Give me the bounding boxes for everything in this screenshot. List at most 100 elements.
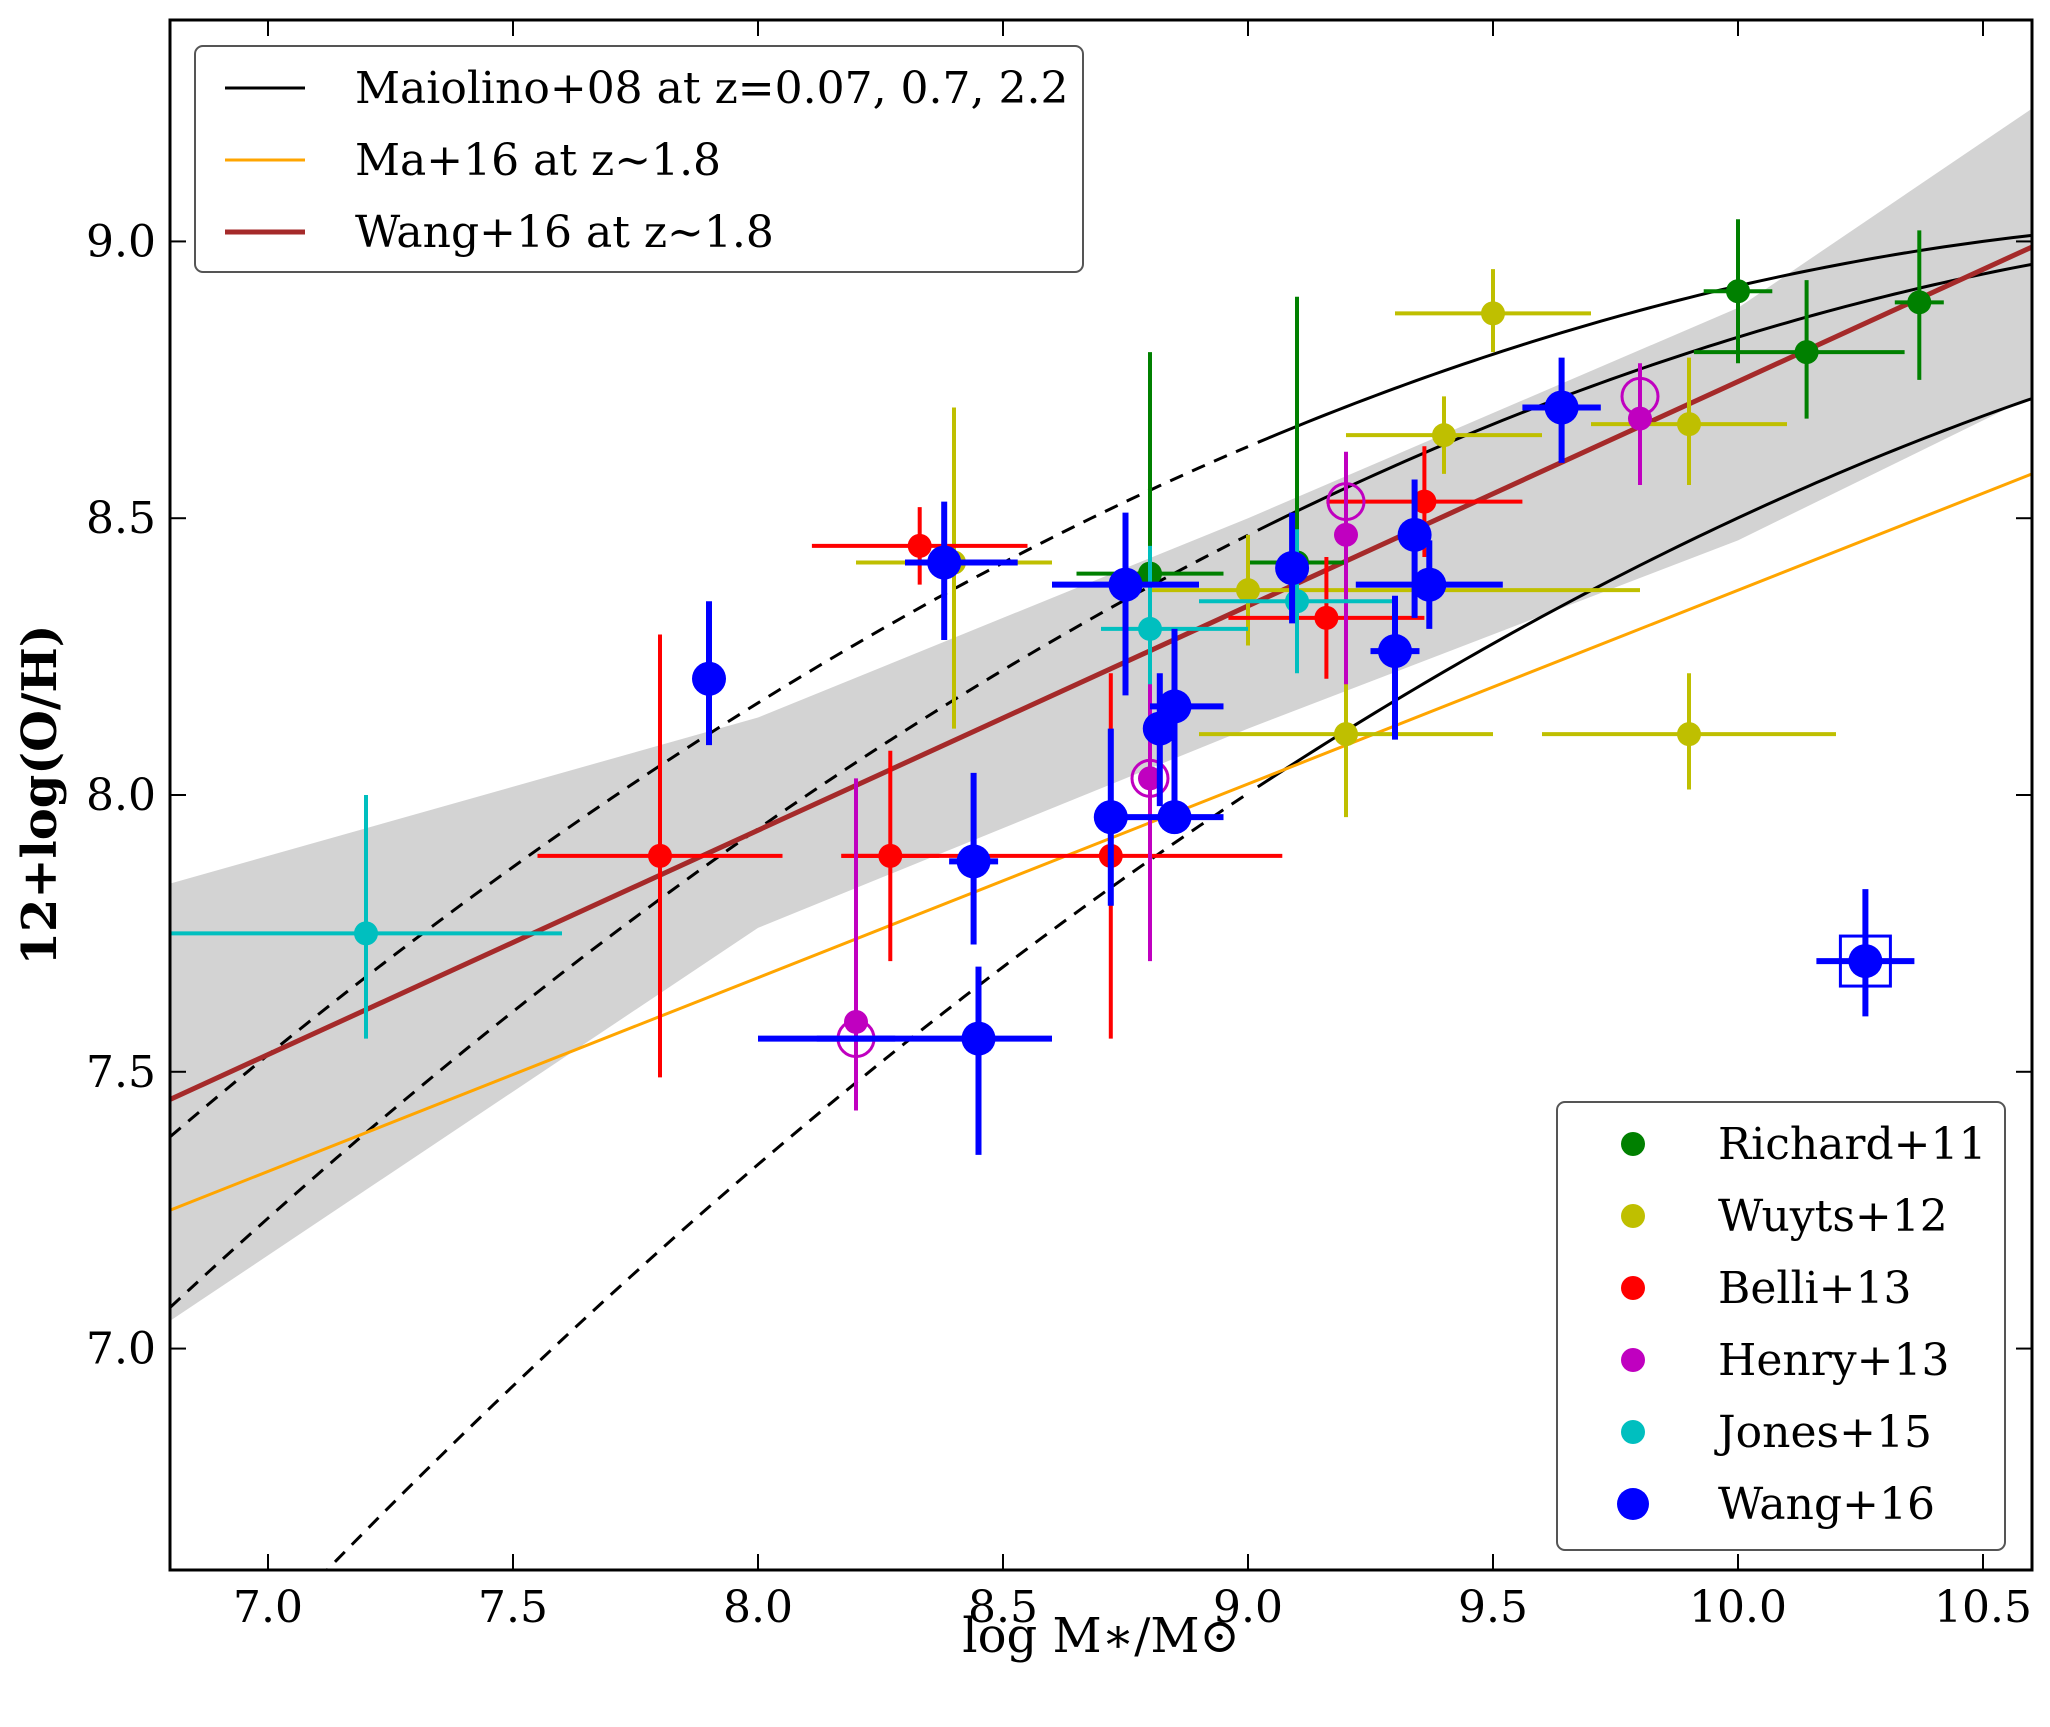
point-legend-swatch [1621, 1348, 1645, 1372]
data-point [1816, 889, 1915, 1017]
point-marker [961, 1021, 996, 1056]
data-point [537, 634, 783, 1078]
open-square-marker [1838, 934, 1892, 988]
point-marker [1157, 689, 1192, 724]
x-tick-label: 8.0 [723, 1582, 793, 1633]
data-point [811, 507, 1028, 585]
point-marker [1236, 578, 1260, 603]
maiolino08-line-dashed [324, 792, 1249, 1570]
point-legend-label: Belli+13 [1718, 1263, 1911, 1314]
data-point [1542, 673, 1836, 790]
data-point [1346, 396, 1542, 474]
point-marker [1275, 551, 1310, 586]
data-point [1228, 556, 1425, 679]
point-marker [1544, 390, 1579, 425]
point-marker [1138, 616, 1162, 641]
data-point [1093, 728, 1128, 906]
point-legend-swatch [1621, 1276, 1645, 1300]
line-legend-frame [194, 45, 1084, 273]
point-marker [1481, 301, 1505, 326]
point-marker [1848, 944, 1883, 979]
point-marker [1907, 290, 1932, 315]
open-circle-marker [1326, 482, 1366, 522]
data-point [1693, 280, 1905, 419]
point-legend-swatch [1621, 1204, 1645, 1228]
data-point [949, 772, 999, 945]
data-point [1130, 758, 1170, 798]
data-point [1150, 628, 1224, 818]
point-marker [1794, 340, 1819, 365]
point-legend-swatch [1621, 1132, 1645, 1156]
point-marker [1334, 722, 1358, 747]
axis-ticks: 7.0 7.5 8.0 8.5 9.0 9.5 10.0 10.5 7.0 7.5 8.0 8.5 9.… [86, 20, 2032, 1633]
line-legend-label: Wang+16 at z∼1.8 [355, 207, 774, 258]
x-axis-label: log M∗/M⊙ [962, 1608, 1240, 1664]
y-tick-label: 9.0 [86, 216, 156, 267]
point-legend-label: Jones+15 [1714, 1407, 1932, 1458]
maiolino08-line-solid [1257, 233, 2032, 444]
data-point [1326, 446, 1523, 557]
y-tick-label: 7.5 [86, 1047, 156, 1098]
maiolino08-line-dashed [170, 533, 1249, 1309]
data-point [692, 601, 726, 746]
maiolino08-line-solid [1257, 262, 2032, 532]
y-tick-label: 8.5 [86, 493, 156, 544]
line-legend: Maiolino+08 at z=0.07, 0.7, 2.2 Ma+16 at … [194, 45, 1084, 273]
data-point [1522, 357, 1601, 463]
data-point [1052, 512, 1199, 696]
point-marker [1628, 406, 1652, 431]
data-point [1703, 219, 1773, 364]
point-marker [1397, 517, 1432, 552]
point-legend-label: Richard+11 [1718, 1119, 1986, 1170]
point-marker [1334, 522, 1358, 547]
point-legend-label: Wuyts+12 [1718, 1191, 1948, 1242]
x-tick-label: 10.0 [1689, 1582, 1787, 1633]
point-legend-label: Henry+13 [1718, 1335, 1950, 1386]
point-legend-label: Wang+16 [1718, 1479, 1935, 1530]
point-marker [1677, 412, 1701, 437]
point-legend-frame [1556, 1101, 2006, 1551]
point-marker [956, 844, 991, 879]
point-marker [1093, 800, 1128, 835]
y-tick-label: 8.0 [86, 770, 156, 821]
data-point [905, 501, 1018, 640]
maiolino08-line-solid [1256, 397, 2032, 789]
y-tick-label: 7.0 [86, 1324, 156, 1375]
point-marker [1726, 279, 1750, 304]
data-point [170, 795, 562, 1039]
point-marker [1378, 634, 1412, 669]
point-marker [648, 843, 672, 868]
data-point [1395, 269, 1591, 353]
data-point [1326, 482, 1366, 522]
data-point [1355, 540, 1503, 629]
data-point [758, 966, 1052, 1155]
point-marker [1314, 605, 1339, 630]
x-tick-label: 9.0 [1213, 1582, 1283, 1633]
x-tick-label: 7.0 [233, 1582, 303, 1633]
data-point [1620, 376, 1660, 416]
data-point [1894, 230, 1944, 380]
data-point [1115, 800, 1224, 835]
y-axis-label: 12+log(O/H) [12, 625, 68, 966]
line-legend-label: Ma+16 at z∼1.8 [355, 135, 721, 186]
point-marker [1285, 589, 1309, 614]
data-point [1334, 451, 1358, 685]
wang16-line [170, 244, 2032, 1102]
point-marker [354, 921, 378, 946]
point-marker [1138, 766, 1162, 791]
data-points [170, 219, 1944, 1155]
data-point [1370, 595, 1420, 740]
point-marker [907, 533, 932, 558]
point-marker [1432, 423, 1456, 448]
open-circle-marker [1620, 376, 1660, 416]
data-point [1397, 479, 1432, 618]
point-legend-swatch [1617, 1488, 1649, 1520]
x-tick-label: 7.5 [478, 1582, 548, 1633]
x-tick-label: 9.5 [1458, 1582, 1528, 1633]
point-marker [1157, 800, 1192, 835]
point-legend-swatch [1621, 1420, 1645, 1444]
point-marker [1412, 567, 1447, 602]
point-marker [1412, 489, 1437, 514]
ma16-line [170, 472, 2032, 1212]
data-point [1591, 357, 1787, 485]
